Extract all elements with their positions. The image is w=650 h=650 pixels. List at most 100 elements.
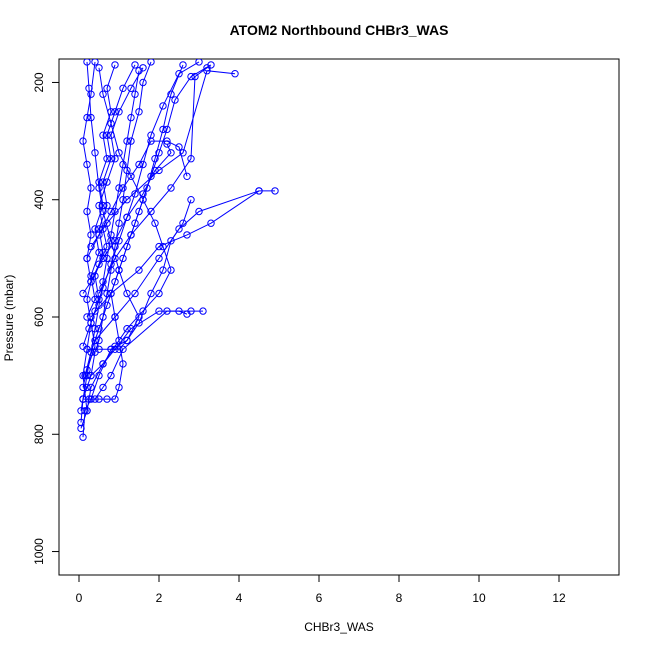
- data-point: [167, 184, 175, 192]
- y-axis: 200 400 600 800 1000: [32, 72, 59, 565]
- data-point: [83, 366, 91, 374]
- data-point: [135, 207, 143, 216]
- series-line-9: [98, 67, 208, 294]
- data-point: [77, 424, 85, 433]
- data-point: [183, 231, 191, 239]
- data-point: [87, 383, 95, 392]
- data-point: [119, 184, 127, 192]
- data-point: [79, 383, 87, 392]
- data-point: [159, 242, 167, 251]
- data-point: [175, 70, 183, 78]
- data-point: [99, 360, 107, 368]
- data-point: [123, 242, 131, 251]
- data-point: [99, 383, 107, 392]
- series-line-2: [82, 61, 140, 438]
- y-tick-label: 400: [32, 189, 46, 209]
- data-point: [87, 371, 95, 380]
- data-point: [167, 90, 175, 98]
- data-point: [127, 172, 135, 181]
- data-point: [103, 254, 111, 263]
- data-point: [167, 237, 175, 245]
- data-point: [147, 59, 155, 66]
- data-point: [115, 149, 123, 157]
- data-point: [271, 187, 279, 195]
- data-point: [79, 137, 87, 145]
- data-point: [167, 149, 175, 157]
- data-point: [135, 266, 143, 274]
- data-point: [163, 140, 171, 148]
- data-point: [95, 301, 103, 309]
- series-line-7: [94, 190, 260, 341]
- series-line-20: [89, 64, 212, 400]
- data-point: [131, 90, 139, 98]
- data-point: [179, 219, 187, 227]
- data-point: [187, 196, 195, 204]
- data-point: [187, 155, 195, 163]
- series-line-15: [87, 199, 192, 350]
- data-point: [195, 59, 203, 66]
- data-point: [147, 172, 155, 181]
- data-point: [91, 295, 99, 304]
- data-point: [83, 59, 91, 66]
- data-point: [179, 61, 187, 69]
- data-point: [127, 325, 135, 333]
- data-point: [103, 84, 111, 93]
- series-line-3: [80, 61, 96, 429]
- x-tick-label: 8: [396, 591, 403, 605]
- series-line-19: [82, 64, 136, 388]
- data-point: [143, 184, 151, 192]
- data-point: [119, 84, 127, 93]
- data-point: [103, 178, 111, 186]
- data-point: [99, 90, 107, 98]
- data-point: [123, 196, 131, 204]
- x-axis: 0 2 4 6 8 10 12: [76, 575, 566, 605]
- data-point: [151, 155, 159, 163]
- x-tick-label: 6: [316, 591, 323, 605]
- data-point: [99, 278, 107, 286]
- data-point: [115, 237, 123, 245]
- data-point: [103, 201, 111, 210]
- data-point: [99, 225, 107, 233]
- x-tick-label: 0: [76, 591, 83, 605]
- data-point: [95, 395, 103, 403]
- data-point: [123, 325, 131, 333]
- x-tick-label: 12: [552, 591, 566, 605]
- data-point: [123, 166, 131, 175]
- data-point: [107, 207, 115, 216]
- data-point: [231, 70, 239, 78]
- data-point: [99, 248, 107, 257]
- data-point: [147, 289, 155, 298]
- data-point: [95, 325, 103, 333]
- data-point: [83, 407, 91, 415]
- data-point: [103, 242, 111, 251]
- data-point: [139, 307, 147, 315]
- data-point: [107, 289, 115, 298]
- data-point: [119, 360, 127, 368]
- data-point: [111, 342, 119, 350]
- data-point: [91, 225, 99, 233]
- data-point: [135, 108, 143, 116]
- data-point: [87, 319, 95, 327]
- data-point: [107, 155, 115, 163]
- data-point: [111, 108, 119, 116]
- data-point: [115, 383, 123, 392]
- data-point: [171, 96, 179, 104]
- data-point: [131, 61, 139, 69]
- data-point: [79, 433, 87, 441]
- data-point: [111, 313, 119, 321]
- data-point: [155, 166, 163, 175]
- series-line-6: [90, 190, 275, 318]
- data-point: [127, 113, 135, 122]
- data-point: [207, 61, 215, 69]
- data-point: [159, 102, 167, 110]
- data-point: [107, 119, 115, 128]
- data-point: [119, 345, 127, 353]
- data-point: [83, 295, 91, 304]
- data-point: [127, 231, 135, 239]
- data-point: [135, 160, 143, 169]
- x-axis-label: CHBr3_WAS: [304, 620, 374, 634]
- data-point: [95, 248, 103, 257]
- data-point: [119, 254, 127, 263]
- data-point: [119, 196, 127, 204]
